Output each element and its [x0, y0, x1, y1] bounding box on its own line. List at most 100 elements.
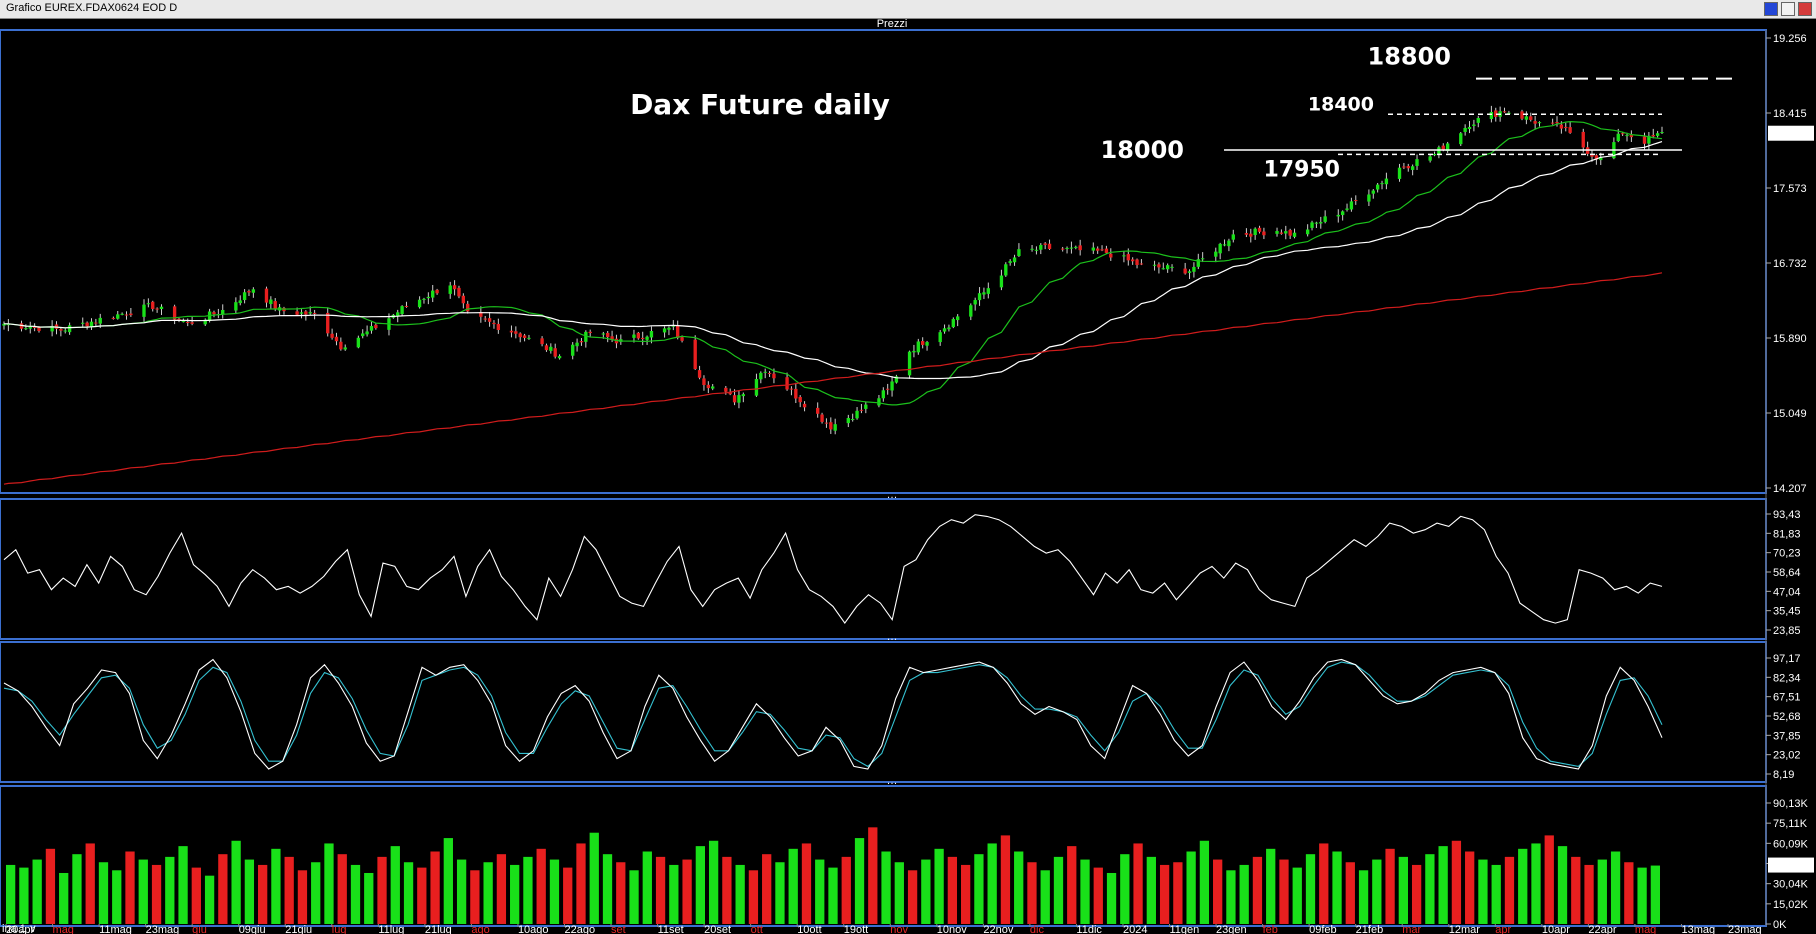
volume-bar	[894, 862, 904, 924]
candle-body	[1047, 243, 1052, 249]
y-tick-label: 58,64	[1773, 567, 1801, 579]
candle-body	[1590, 154, 1594, 157]
candle-body	[641, 337, 645, 340]
volume-bar	[1504, 856, 1515, 924]
candle-body	[85, 322, 89, 327]
volume-bar	[1186, 851, 1196, 924]
y-tick-label: 67,51	[1773, 692, 1801, 704]
x-tick-label: 11set	[658, 924, 684, 934]
candle-body	[1415, 159, 1419, 166]
candle-body	[794, 388, 798, 399]
candle-body	[1043, 243, 1047, 245]
candle-body	[374, 324, 378, 329]
candle-body	[969, 305, 973, 317]
volume-bar	[1358, 870, 1369, 924]
maximize-button[interactable]	[1781, 2, 1795, 16]
candle-body	[404, 305, 409, 307]
candle-body	[921, 341, 925, 345]
candle-body	[203, 319, 207, 325]
candle-body	[894, 376, 899, 383]
x-tick-label: giu	[192, 924, 207, 934]
panel-separator-handle[interactable]: …	[887, 775, 898, 787]
candle-body	[234, 302, 238, 311]
volume-bar	[1279, 859, 1289, 924]
y-tick-label: 35,45	[1773, 606, 1801, 618]
candle-body	[448, 285, 452, 294]
candle-body	[212, 312, 216, 315]
y-axis-ticks: 19.256 18.415 17.573 16.732 15.890 15.049 14.2…	[1766, 33, 1814, 931]
volume-bar	[815, 859, 825, 924]
chart-title: Dax Future daily	[630, 88, 890, 121]
candle-body	[2, 323, 6, 326]
candle-body	[129, 313, 133, 316]
candle-body	[1275, 231, 1279, 234]
volume-bar	[1133, 843, 1143, 924]
candle-body	[767, 372, 772, 374]
candle-body	[824, 422, 829, 424]
stochastic-plot	[3, 658, 1663, 770]
volume-bar	[748, 870, 759, 924]
volume-bar	[1106, 872, 1117, 924]
candle-body	[1559, 124, 1564, 129]
y-tick-label: 30,04K	[1773, 879, 1809, 891]
panel-separator-handle[interactable]: …	[887, 489, 898, 501]
candle-body	[1651, 134, 1655, 137]
candle-body	[238, 300, 242, 304]
minimize-button[interactable]	[1764, 2, 1778, 16]
candle-body	[299, 312, 304, 314]
candle-body	[356, 337, 361, 348]
candle-body	[606, 332, 610, 338]
candle-body	[151, 301, 155, 309]
y-tick-label: 81,83	[1773, 528, 1801, 540]
volume-bar	[390, 846, 400, 924]
candle-body	[1319, 222, 1323, 224]
candle-body	[1502, 111, 1507, 113]
volume-bar	[536, 848, 546, 924]
candle-body	[1135, 259, 1139, 266]
candle-body	[1616, 133, 1620, 142]
candle-body	[1288, 230, 1292, 236]
volume-bar	[271, 848, 281, 924]
candle-body	[579, 341, 584, 343]
status-text: ina 1 ∨	[2, 923, 37, 934]
candle-body	[1165, 265, 1170, 270]
candle-body	[1109, 253, 1113, 258]
candle-body	[1476, 118, 1480, 123]
candle-body	[361, 333, 365, 337]
candle-body	[1472, 124, 1476, 127]
candle-body	[186, 321, 190, 323]
volume-bar	[364, 872, 374, 924]
candle-body	[956, 316, 960, 321]
candle-body	[81, 322, 85, 324]
candle-body	[1222, 244, 1227, 246]
x-tick-label: 23mag	[1728, 924, 1762, 934]
x-tick-label: ott	[751, 924, 763, 934]
close-button[interactable]	[1798, 2, 1812, 16]
candle-body	[221, 309, 225, 315]
y-tick-label: 16.732	[1773, 258, 1807, 270]
candle-body	[632, 334, 636, 338]
volume-bar	[1292, 867, 1302, 924]
volume-bar	[483, 862, 493, 924]
volume-bar	[218, 854, 228, 924]
level-label-18800: 18800	[1368, 43, 1452, 71]
panel-separator-handle[interactable]: …	[887, 631, 898, 643]
volume-bar	[1120, 854, 1130, 924]
candle-body	[483, 318, 487, 320]
candle-body	[1183, 268, 1187, 274]
y-tick-label: 47,04	[1773, 586, 1801, 598]
candle-body	[1384, 178, 1389, 185]
candle-body	[247, 290, 251, 293]
candle-body	[50, 325, 54, 332]
candle-body	[1340, 211, 1345, 216]
x-tick-label: nov	[890, 924, 908, 934]
volume-bar	[1080, 859, 1090, 924]
candle-body	[1034, 249, 1039, 251]
last-value-label: 18.182	[1772, 129, 1806, 141]
candle-body	[540, 338, 544, 345]
candle-body	[1507, 112, 1511, 114]
moving-average-mid-line	[4, 141, 1663, 380]
candle-body	[426, 296, 431, 299]
candle-body	[1599, 157, 1603, 161]
x-tick-label: 22nov	[983, 924, 1013, 934]
